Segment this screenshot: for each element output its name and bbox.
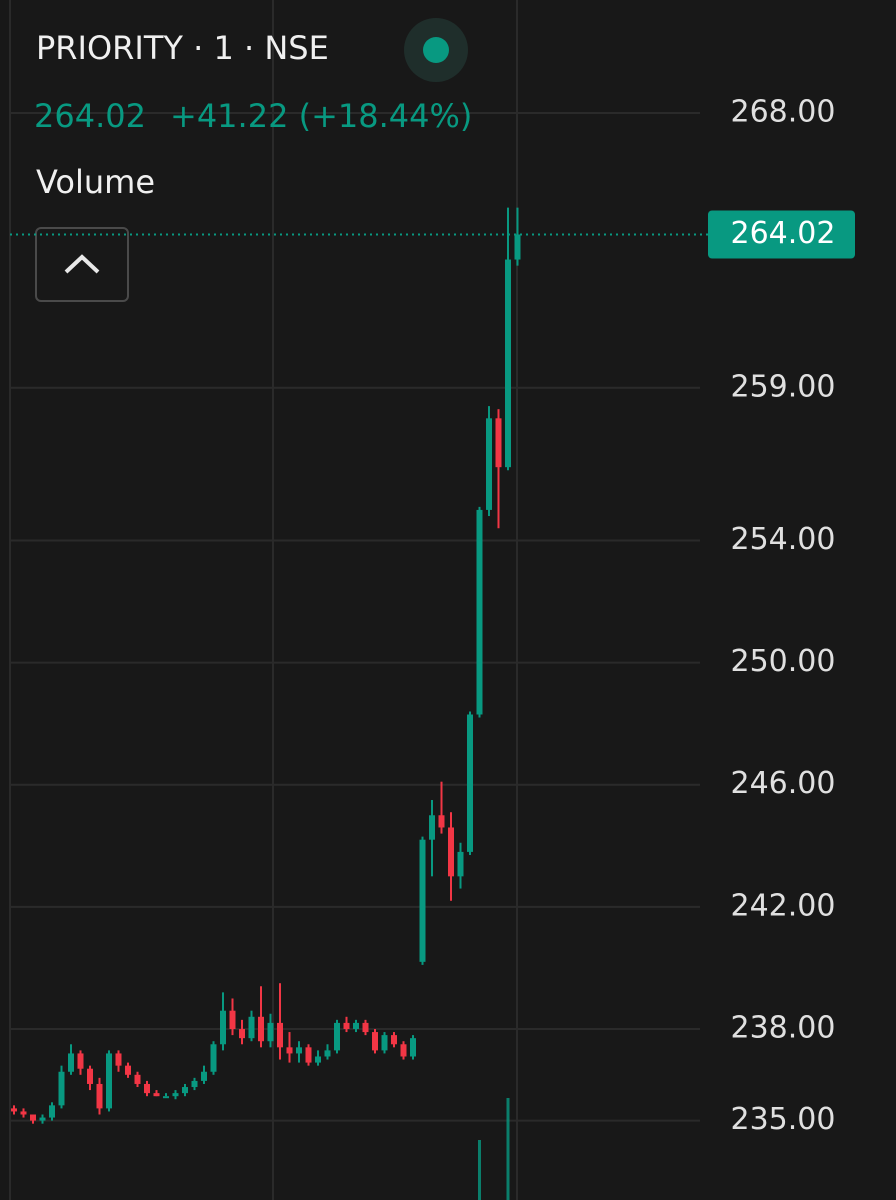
candle-body <box>134 1074 141 1084</box>
candle-body <box>315 1056 321 1063</box>
y-tick-label: 250.00 <box>731 644 836 679</box>
chevron-up <box>64 254 100 274</box>
candle-body <box>87 1068 93 1084</box>
candle-body <box>286 1047 293 1054</box>
last-price-tag <box>708 210 855 259</box>
candle-body <box>220 1010 226 1045</box>
candle-body <box>353 1022 359 1030</box>
candle-body <box>125 1065 131 1075</box>
candle-body <box>115 1053 122 1066</box>
last-price: 264.02 <box>34 97 146 135</box>
candle-body <box>191 1080 198 1088</box>
candle-body <box>324 1050 331 1057</box>
indicator: Volume <box>36 163 155 201</box>
candle-body <box>514 234 521 260</box>
last-price-label: 264.02 <box>731 216 836 251</box>
candle-body <box>343 1022 350 1030</box>
candle-body <box>410 1038 416 1057</box>
y-tick-label: 254.00 <box>731 522 836 557</box>
y-tick-label: 246.00 <box>731 766 836 801</box>
candle-body <box>163 1096 169 1099</box>
candle-body <box>39 1117 46 1121</box>
candle-body <box>505 259 511 468</box>
y-tick-label: 268.00 <box>731 94 836 129</box>
candle-body <box>201 1071 207 1081</box>
y-tick-label: 259.00 <box>731 369 836 404</box>
candle-body <box>229 1010 236 1030</box>
candle-body <box>448 827 454 877</box>
candle-body <box>381 1035 388 1051</box>
candle-body <box>277 1022 283 1048</box>
candle-body <box>144 1083 150 1094</box>
candle-body <box>467 714 473 852</box>
y-tick-label: 235.00 <box>731 1102 836 1137</box>
candle-body <box>457 851 464 877</box>
candle-body <box>334 1022 340 1051</box>
candle-body <box>495 418 502 468</box>
candle-body <box>438 815 445 828</box>
candle-body <box>486 418 492 510</box>
candle-body <box>77 1053 84 1069</box>
candle-body <box>68 1053 74 1072</box>
candle-body <box>372 1032 378 1051</box>
candle-body <box>248 1016 255 1039</box>
y-tick-label: 242.00 <box>731 888 836 923</box>
candle-body <box>106 1053 112 1109</box>
candle-body <box>296 1047 302 1054</box>
candle-body <box>391 1035 397 1045</box>
candle-body <box>419 839 426 962</box>
candle-body <box>362 1022 369 1033</box>
candle-body <box>429 815 435 840</box>
candle-body <box>239 1029 245 1039</box>
candle-body <box>210 1044 217 1072</box>
candle-body <box>476 509 483 715</box>
candle-body <box>58 1071 65 1106</box>
candle-body <box>96 1083 103 1109</box>
candle-body <box>172 1093 179 1097</box>
status-dot <box>423 37 449 63</box>
plot <box>11 207 521 1200</box>
candle-body <box>258 1016 264 1042</box>
candle-body <box>153 1093 160 1097</box>
collapse-button[interactable] <box>35 227 129 302</box>
candle-body <box>20 1111 27 1115</box>
candle-body <box>11 1108 17 1112</box>
candle-body <box>182 1087 188 1094</box>
y-tick-label: 238.00 <box>731 1011 836 1046</box>
candle-body <box>49 1105 55 1118</box>
candle-body <box>305 1047 312 1063</box>
change: +41.22 (+18.44%) <box>170 97 472 135</box>
candle-body <box>30 1114 36 1121</box>
y-tick-label: 272.00 <box>731 0 836 7</box>
grid <box>9 0 700 1200</box>
legend-header: PRIORITY · 1 · NSE 264.02 +41.22 (+18.44… <box>34 18 472 302</box>
symbol: PRIORITY · 1 · NSE <box>36 29 329 67</box>
volume-bar <box>478 1140 481 1200</box>
candle-body <box>267 1022 274 1042</box>
candle-body <box>400 1044 407 1057</box>
volume-bar <box>506 1098 510 1200</box>
